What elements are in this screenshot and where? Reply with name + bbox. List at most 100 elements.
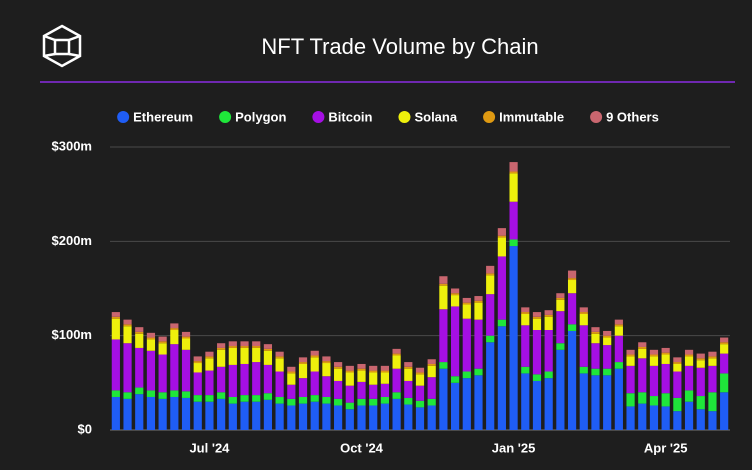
bar-segment bbox=[474, 296, 483, 301]
bar-segment bbox=[404, 380, 413, 398]
bar-segment bbox=[334, 366, 343, 369]
bar-segment bbox=[720, 337, 729, 343]
bar-segment bbox=[380, 372, 389, 384]
bar-segment bbox=[497, 228, 506, 236]
bar-segment bbox=[439, 276, 448, 284]
bar-segment bbox=[345, 372, 354, 386]
bar-segment bbox=[123, 324, 132, 327]
bar-segment bbox=[322, 376, 331, 397]
bar-segment bbox=[451, 382, 460, 430]
bar-segment bbox=[287, 366, 296, 372]
bar-segment bbox=[532, 380, 542, 430]
bar-segment bbox=[696, 353, 705, 359]
bar-segment bbox=[392, 368, 401, 393]
bar-segment bbox=[556, 343, 565, 350]
bar-segment bbox=[696, 358, 705, 361]
bar-segment bbox=[509, 171, 518, 174]
bar-segment bbox=[158, 392, 167, 399]
bar-segment bbox=[521, 325, 530, 367]
bar-segment bbox=[451, 376, 460, 383]
bar-segment bbox=[287, 405, 296, 430]
bar-segment bbox=[649, 354, 659, 357]
bar-segment bbox=[146, 396, 156, 430]
bar-segment bbox=[146, 350, 156, 391]
bar-segment bbox=[439, 368, 448, 430]
bar-segment bbox=[334, 380, 343, 399]
legend-label: Immutable bbox=[499, 109, 564, 124]
bar-segment bbox=[380, 370, 389, 373]
bar-segment bbox=[486, 265, 495, 274]
bar-segment bbox=[708, 356, 717, 359]
bar-segment bbox=[532, 318, 542, 331]
bar-segment bbox=[684, 390, 694, 402]
bar-segment bbox=[404, 362, 413, 367]
bar-segment bbox=[228, 346, 237, 348]
bar-segment bbox=[334, 398, 343, 406]
bar-segment bbox=[193, 395, 202, 402]
bar-segment bbox=[111, 390, 120, 397]
bar-segment bbox=[170, 344, 179, 391]
bar-segment bbox=[158, 336, 167, 342]
bar-segment bbox=[497, 326, 506, 430]
bar-segment bbox=[614, 362, 623, 369]
bar-segment bbox=[591, 368, 600, 376]
bar-segment bbox=[638, 358, 647, 393]
y-tick-label: $300m bbox=[52, 138, 92, 153]
bar-segment bbox=[334, 405, 343, 430]
bar-segment bbox=[193, 372, 202, 396]
bar-segment bbox=[415, 372, 425, 375]
bar-segment bbox=[205, 370, 214, 396]
bar-segment bbox=[591, 375, 600, 430]
bar-segment bbox=[603, 337, 612, 346]
bar-segment bbox=[287, 398, 296, 406]
bar-segment bbox=[708, 358, 717, 366]
legend-swatch bbox=[117, 111, 130, 123]
bar-segment bbox=[603, 375, 612, 430]
bar-segment bbox=[462, 318, 471, 372]
bar-segment bbox=[228, 364, 237, 397]
bar-segment bbox=[603, 368, 612, 376]
y-tick-label: $200m bbox=[52, 233, 92, 248]
bar-segment bbox=[603, 330, 612, 336]
legend-label: 9 Others bbox=[606, 109, 659, 124]
bar-segment bbox=[252, 362, 261, 396]
bar-segment bbox=[415, 407, 425, 430]
bar-segment bbox=[591, 327, 600, 332]
bar-segment bbox=[673, 363, 682, 372]
bar-segment bbox=[591, 333, 600, 344]
bar-segment bbox=[322, 403, 331, 430]
bar-segment bbox=[310, 371, 319, 396]
bar-segment bbox=[380, 383, 389, 397]
bar-segment bbox=[462, 304, 471, 319]
bar-segment bbox=[170, 328, 179, 331]
bar-segment bbox=[720, 353, 729, 374]
y-tick-label: $100m bbox=[52, 327, 92, 342]
bar-segment bbox=[567, 324, 577, 331]
bar-segment bbox=[509, 173, 518, 202]
legend-swatch bbox=[590, 111, 603, 123]
bar-segment bbox=[135, 394, 144, 430]
bar-segment bbox=[509, 239, 518, 247]
bar-segment bbox=[661, 352, 670, 355]
bar-segment bbox=[673, 397, 682, 412]
legend-swatch bbox=[219, 111, 232, 123]
bar-segment bbox=[661, 347, 670, 353]
x-tick-label: Jan '25 bbox=[492, 440, 536, 455]
bar-segment bbox=[614, 326, 623, 336]
bar-segment bbox=[275, 356, 284, 359]
bar-segment bbox=[661, 363, 670, 394]
bar-segment bbox=[579, 325, 588, 367]
bar-segment bbox=[298, 357, 308, 363]
bar-segment bbox=[567, 293, 577, 325]
bar-segment bbox=[649, 405, 659, 430]
bar-segment bbox=[427, 398, 436, 406]
bar-segment bbox=[603, 345, 612, 369]
bar-segment bbox=[544, 316, 553, 331]
bar-segment bbox=[462, 302, 471, 305]
bar-segment bbox=[614, 368, 623, 430]
bar-segment bbox=[193, 361, 202, 364]
bar-segment bbox=[614, 335, 623, 363]
bar-segment bbox=[228, 341, 237, 347]
bar-segment bbox=[310, 357, 319, 372]
bar-segment bbox=[240, 401, 249, 430]
